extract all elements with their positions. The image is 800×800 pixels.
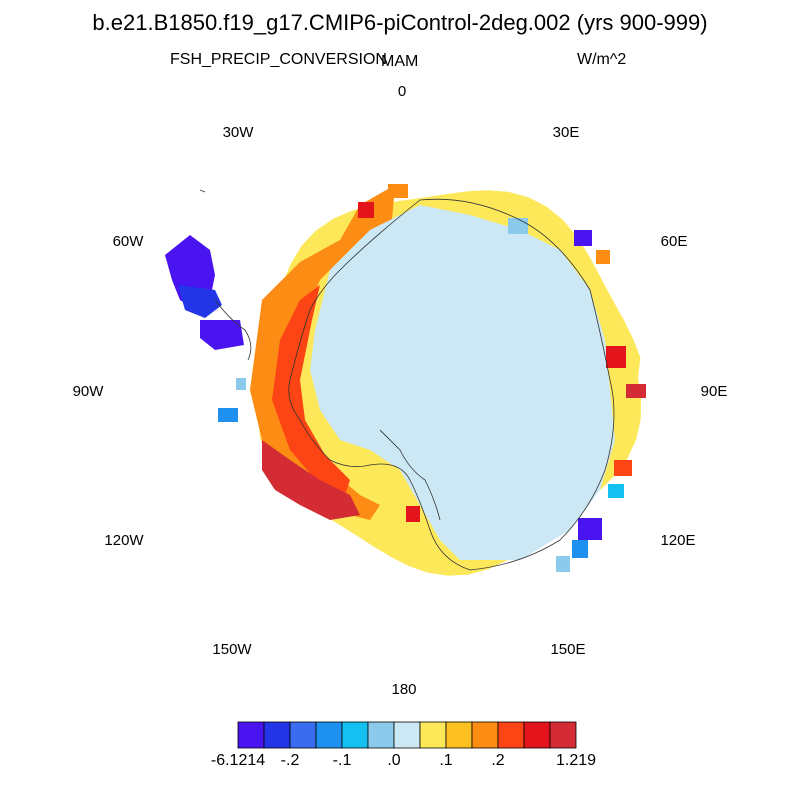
colorbar-tick-label: .2 [491,752,505,769]
colorbar-swatch [289,721,317,749]
lon-label-90w: 90W [73,383,105,400]
map-region [262,440,360,520]
map-cell [572,540,588,558]
lon-label-150e: 150E [550,641,585,658]
coastline-segment [288,269,341,461]
lon-label-150w: 150W [212,641,252,658]
lon-label-30w: 30W [223,124,255,141]
map-cell [608,484,624,498]
map-region [178,285,222,318]
map-cell [388,184,408,198]
colorbar-tick-label: -.1 [332,752,352,769]
coastline-segment [199,189,206,193]
units-label: W/m^2 [577,51,627,68]
map-cell [358,202,374,218]
lon-label-60e: 60E [661,233,688,250]
map-cell [406,506,420,522]
colorbar-swatch [445,721,473,749]
map-region [310,205,615,560]
colorbar-tick-label: 1.219 [555,752,597,769]
colorbar-swatch [315,721,343,749]
map-cell [606,346,626,368]
lon-label-120e: 120E [660,532,695,549]
lon-label-90e: 90E [701,383,728,400]
colorbar-tick-label: .0 [387,752,401,769]
map-region [200,320,244,350]
lon-label-180: 180 [391,681,416,698]
plot-title: b.e21.B1850.f19_g17.CMIP6-piControl-2deg… [92,10,708,35]
colorbar-tick-label: .1 [439,752,453,769]
coastline-segment [214,299,252,361]
map-cell [626,384,646,398]
longitude-labels: 0 30E 60E 90E 120E 150E 180 150W 120W 90W 60W 30W [73,83,728,698]
map-cell [596,250,610,264]
colorbar-swatch [523,721,551,749]
colorbar-swatch [393,721,421,749]
colorbar-swatch [341,721,369,749]
colorbar-swatch [549,721,577,749]
map-region [272,285,350,495]
colorbar-swatch [367,721,395,749]
map-cell [218,408,238,422]
colorbar-swatch [263,721,291,749]
map-cell [236,378,246,390]
colorbar-swatch [471,721,499,749]
colorbar-swatch [497,721,525,749]
colorbar-tick-label: -.2 [280,752,300,769]
map-cell [574,230,592,246]
lon-label-60w: 60W [113,233,145,250]
lon-label-30e: 30E [553,124,580,141]
lon-label-0: 0 [398,83,406,100]
colorbar-swatch [237,721,265,749]
coastline-segment [329,198,615,571]
variable-name: FSH_PRECIP_CONVERSION [170,51,387,68]
coastline-segment [379,429,441,521]
season-label: MAM [381,53,419,70]
coastline [199,189,615,571]
colorbar-swatch [419,721,447,749]
map-cell [578,518,602,540]
lon-label-120w: 120W [104,532,144,549]
map-cell [556,556,570,572]
colorbar-tick-label: -6.1214 [210,752,266,769]
map-cell [614,460,632,476]
data-cells [165,184,646,576]
